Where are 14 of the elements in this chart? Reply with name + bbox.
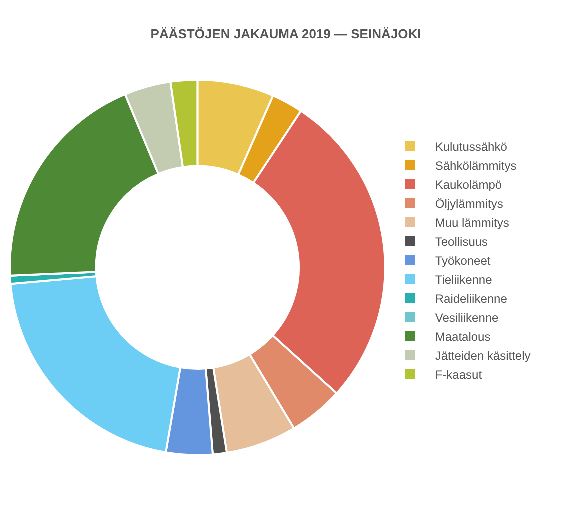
- legend-label: Kaukolämpö: [435, 178, 502, 192]
- legend-label: Sähkölämmitys: [435, 159, 517, 174]
- legend-label: Tieliikenne: [435, 273, 493, 288]
- legend-label: Maatalous: [435, 330, 491, 344]
- legend-label: Työkoneet: [435, 254, 492, 268]
- legend-label: Kulutussähkö: [435, 140, 508, 154]
- legend-label: F-kaasut: [435, 368, 483, 382]
- legend-label: Muu lämmitys: [435, 216, 510, 230]
- chart-title: PÄÄSTÖJEN JAKAUMA 2019 — SEINÄJOKI: [150, 26, 422, 42]
- legend-label: Jätteiden käsittely: [435, 349, 531, 364]
- legend-label: Öljylämmitys: [435, 197, 504, 212]
- legend-label: Raideliikenne: [435, 292, 508, 306]
- legend-label: Teollisuus: [435, 235, 488, 250]
- legend-label: Vesiliikenne: [435, 311, 500, 326]
